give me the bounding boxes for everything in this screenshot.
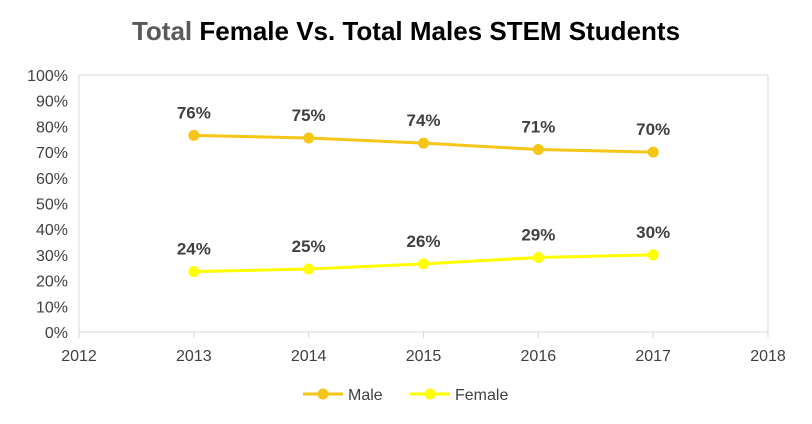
female-data-label: 25% xyxy=(292,237,326,256)
female-data-point xyxy=(418,258,429,270)
female-legend-marker xyxy=(424,388,436,400)
male-data-point xyxy=(532,144,544,156)
x-tick-label: 2014 xyxy=(291,348,327,365)
female-data-point xyxy=(303,263,315,275)
male-legend-label: Male xyxy=(348,387,383,404)
y-tick-label: 100% xyxy=(27,68,68,85)
y-tick-label: 0% xyxy=(45,325,68,342)
male-data-label: 71% xyxy=(521,118,555,137)
male-legend-marker xyxy=(317,388,329,400)
x-tick-label: 2012 xyxy=(61,348,97,365)
male-data-label: 76% xyxy=(177,103,211,122)
y-tick-label: 60% xyxy=(36,171,68,188)
x-tick-label: 2016 xyxy=(521,348,557,365)
x-tick-label: 2018 xyxy=(750,348,786,365)
female-data-point xyxy=(188,266,200,278)
x-axis: 2012 2013 2014 2015 2016 2017 2018 xyxy=(61,332,786,365)
y-tick-label: 40% xyxy=(36,222,68,239)
x-tick-label: 2015 xyxy=(406,348,442,365)
y-tick-label: 20% xyxy=(36,274,68,291)
y-tick-label: 30% xyxy=(36,248,68,265)
female-data-label: 24% xyxy=(177,240,211,259)
y-tick-label: 50% xyxy=(36,197,68,214)
y-tick-label: 90% xyxy=(36,94,68,111)
male-data-point xyxy=(188,129,200,141)
female-data-point xyxy=(532,251,544,263)
y-axis: 0% 10% 20% 30% 40% 50% 60% 70% 80% 90% 100% xyxy=(27,68,68,342)
female-data-point xyxy=(647,249,659,261)
male-data-point xyxy=(647,146,659,158)
female-data-label: 29% xyxy=(521,225,555,244)
chart-title-rest: Female Vs. Total Males STEM Students xyxy=(199,16,681,46)
male-data-point xyxy=(418,137,429,149)
female-legend-label: Female xyxy=(455,387,508,404)
legend: Male Female xyxy=(303,387,508,404)
x-tick-label: 2017 xyxy=(635,348,671,365)
y-tick-label: 10% xyxy=(36,299,68,316)
y-tick-label: 70% xyxy=(36,145,68,162)
female-data-label: 26% xyxy=(406,232,440,251)
x-tick-label: 2013 xyxy=(176,348,212,365)
chart-title-lead: Total xyxy=(131,16,193,46)
female-data-label: 30% xyxy=(636,223,670,242)
series-layer: 76% 75% 74% 71% 70% 24% 25% 26% 29% 30% xyxy=(177,103,670,278)
male-data-label: 74% xyxy=(406,111,440,130)
chart-title: Total Female Vs. Total Males STEM Studen… xyxy=(0,16,812,47)
male-data-label: 70% xyxy=(636,120,670,139)
male-data-label: 75% xyxy=(292,106,326,125)
male-data-point xyxy=(303,132,315,144)
y-tick-label: 80% xyxy=(36,119,68,136)
